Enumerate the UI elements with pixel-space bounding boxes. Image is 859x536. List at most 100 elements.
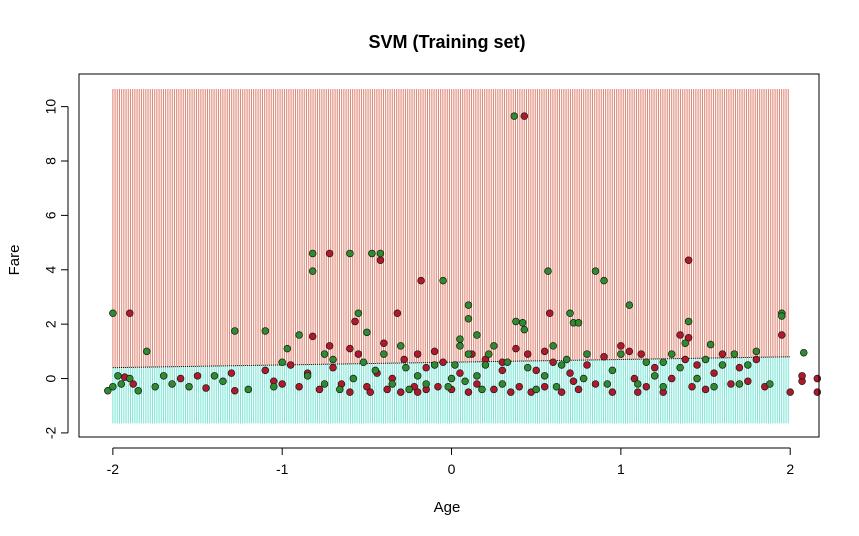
data-point-class-1 xyxy=(329,355,337,364)
data-point-class-0 xyxy=(308,332,317,341)
data-point-class-0 xyxy=(126,309,134,318)
data-point-class-1 xyxy=(444,382,452,391)
data-point-class-0 xyxy=(400,355,408,364)
data-point-class-1 xyxy=(503,358,512,366)
data-point-class-0 xyxy=(473,380,481,388)
data-point-class-1 xyxy=(510,112,518,120)
data-point-class-1 xyxy=(583,350,591,358)
data-point-class-1 xyxy=(706,340,715,349)
data-point-class-0 xyxy=(422,363,430,372)
data-point-class-1 xyxy=(684,317,693,326)
data-points xyxy=(104,112,822,396)
data-point-class-0 xyxy=(351,317,359,326)
data-point-class-1 xyxy=(552,382,561,391)
data-point-class-0 xyxy=(727,380,735,388)
chart-title: SVM (Training set) xyxy=(368,32,525,52)
data-point-class-1 xyxy=(376,249,385,258)
data-point-class-1 xyxy=(752,347,761,356)
data-point-class-1 xyxy=(210,372,219,380)
data-point-class-1 xyxy=(532,385,540,394)
data-point-class-0 xyxy=(693,361,701,369)
data-point-class-0 xyxy=(523,350,532,358)
data-point-class-0 xyxy=(346,388,354,396)
data-point-class-0 xyxy=(637,350,645,358)
data-point-class-0 xyxy=(684,256,693,265)
data-point-class-1 xyxy=(159,372,168,380)
data-point-class-1 xyxy=(650,372,659,380)
data-point-class-0 xyxy=(376,256,385,265)
boundary-line xyxy=(112,356,791,369)
data-point-class-1 xyxy=(518,319,527,327)
data-point-class-0 xyxy=(520,112,529,120)
data-point-class-1 xyxy=(512,317,520,326)
y-tick-label: 0 xyxy=(43,374,59,382)
data-point-class-0 xyxy=(569,377,578,386)
data-point-class-1 xyxy=(151,382,159,391)
data-point-class-1 xyxy=(659,358,667,366)
data-point-class-1 xyxy=(308,267,317,275)
data-point-class-1 xyxy=(520,325,529,334)
data-point-class-0 xyxy=(777,331,786,339)
data-point-class-1 xyxy=(473,372,481,380)
data-point-class-1 xyxy=(478,385,486,394)
data-point-class-1 xyxy=(142,347,151,356)
data-point-class-0 xyxy=(193,372,202,380)
data-point-class-1 xyxy=(320,350,329,358)
data-point-class-0 xyxy=(667,374,676,383)
data-point-class-0 xyxy=(583,361,591,369)
data-point-class-1 xyxy=(447,374,456,383)
data-point-class-0 xyxy=(549,358,557,366)
data-point-class-0 xyxy=(231,387,239,395)
data-point-class-1 xyxy=(346,249,354,258)
data-point-class-1 xyxy=(308,249,317,258)
data-point-class-0 xyxy=(464,388,473,396)
data-point-class-0 xyxy=(512,344,520,353)
data-point-class-1 xyxy=(109,309,117,318)
data-point-class-1 xyxy=(574,319,583,327)
data-point-class-0 xyxy=(642,382,651,391)
data-point-class-0 xyxy=(566,369,574,377)
data-point-class-0 xyxy=(591,380,600,388)
data-point-class-0 xyxy=(325,342,334,350)
data-point-class-1 xyxy=(430,361,439,369)
data-point-class-0 xyxy=(295,382,303,391)
data-point-class-0 xyxy=(574,385,583,394)
data-point-class-1 xyxy=(231,327,239,335)
data-point-class-0 xyxy=(413,350,422,358)
data-point-class-1 xyxy=(800,348,808,357)
data-point-class-1 xyxy=(283,344,292,353)
data-point-class-0 xyxy=(813,374,822,383)
data-point-class-1 xyxy=(451,361,459,369)
plot-area xyxy=(104,88,822,424)
data-point-class-1 xyxy=(681,339,689,347)
data-point-class-0 xyxy=(540,347,549,356)
data-point-class-1 xyxy=(461,377,469,386)
data-point-class-1 xyxy=(396,342,405,350)
data-point-class-1 xyxy=(766,380,774,388)
data-point-class-0 xyxy=(625,347,634,356)
data-point-class-0 xyxy=(366,388,375,396)
data-point-class-0 xyxy=(507,388,515,396)
data-point-class-1 xyxy=(693,374,701,383)
data-point-class-1 xyxy=(557,361,566,369)
data-point-class-1 xyxy=(295,331,303,339)
data-point-class-1 xyxy=(354,309,363,318)
data-point-class-1 xyxy=(185,382,193,391)
data-point-class-1 xyxy=(676,363,684,372)
data-point-class-0 xyxy=(417,276,425,285)
data-point-class-1 xyxy=(349,374,358,383)
data-point-class-0 xyxy=(540,382,549,391)
data-point-class-0 xyxy=(617,342,625,350)
data-point-class-1 xyxy=(710,382,718,391)
data-point-class-1 xyxy=(485,350,493,358)
data-point-class-1 xyxy=(744,361,752,369)
y-tick-label: 8 xyxy=(43,157,59,165)
data-point-class-0 xyxy=(684,334,693,342)
data-point-class-1 xyxy=(634,380,642,388)
data-point-class-1 xyxy=(562,355,571,364)
data-point-class-0 xyxy=(515,382,524,391)
data-point-class-1 xyxy=(498,380,507,388)
data-point-class-0 xyxy=(413,388,422,396)
data-point-class-1 xyxy=(439,276,447,285)
data-point-class-1 xyxy=(363,328,371,337)
